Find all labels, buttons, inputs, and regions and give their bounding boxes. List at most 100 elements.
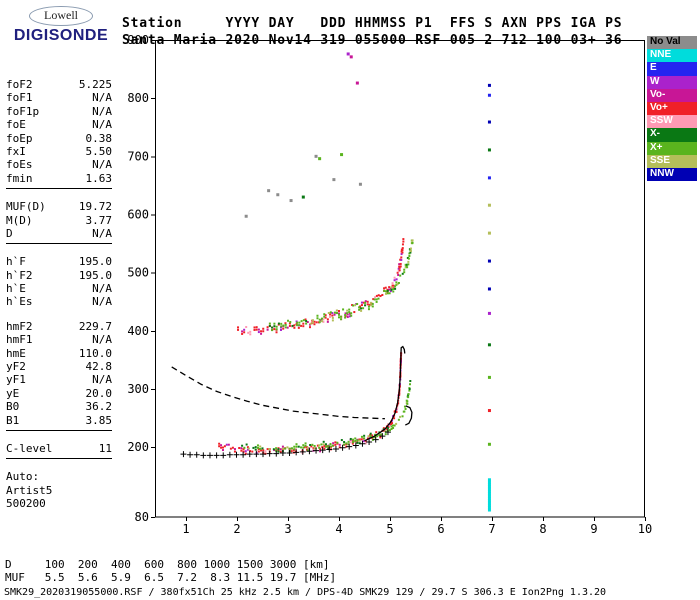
echo-dot: [260, 332, 263, 335]
echo-dot: [398, 390, 401, 393]
echo-dot: [384, 428, 387, 431]
echo-dot: [391, 282, 394, 285]
h-prime-marker: [213, 452, 220, 459]
param-label: h`F2: [6, 268, 33, 282]
param-row: MUF(D) 19.72: [6, 200, 112, 213]
echo-dot: [487, 506, 491, 510]
param-label: foF1: [6, 91, 33, 105]
echo-dot: [487, 176, 491, 180]
echo-dot: [402, 238, 405, 241]
echo-dot: [362, 440, 365, 443]
echo-dot: [400, 258, 403, 261]
x-tick-label: 9: [590, 522, 597, 536]
echo-dot: [401, 247, 404, 250]
lowell-logo: Lowell DIGISONDE: [6, 4, 116, 45]
echo-dot: [272, 448, 275, 451]
echo-dot: [338, 446, 341, 449]
echo-dot: [380, 433, 383, 436]
echo-dot: [370, 302, 373, 305]
echo-dot: [282, 325, 285, 328]
echo-dot: [397, 394, 400, 397]
echo-dot: [257, 447, 260, 450]
echo-dot: [348, 315, 351, 318]
echo-dot: [397, 399, 400, 402]
echo-dot: [255, 328, 258, 331]
echo-dot: [398, 384, 401, 387]
echo-dot: [329, 315, 332, 318]
echo-dot: [399, 364, 402, 367]
echo-dot: [397, 267, 400, 270]
echo-dot: [354, 437, 357, 440]
echo-dot: [350, 314, 353, 317]
echo-dot: [404, 266, 407, 269]
echo-dot: [336, 442, 339, 445]
param-row: h`Es N/A: [6, 295, 112, 308]
echo-dot: [405, 402, 408, 405]
echo-dot: [401, 272, 404, 275]
echo-dot: [284, 326, 287, 329]
echo-dot: [487, 508, 491, 512]
echo-dot: [340, 318, 343, 321]
echo-dot: [242, 450, 245, 453]
echo-dot: [332, 178, 336, 182]
echo-dot: [487, 148, 491, 152]
echo-dot: [316, 444, 319, 447]
param-label: foF2: [6, 78, 33, 91]
echo-dot: [231, 446, 234, 449]
echo-dot: [311, 322, 314, 325]
echo-dot: [409, 249, 412, 252]
echo-dot: [384, 290, 387, 293]
echo-dot: [487, 489, 491, 493]
echo-dot: [393, 417, 396, 420]
echo-dot: [352, 304, 355, 307]
x-tick-label: 1: [182, 522, 189, 536]
echo-dot: [281, 450, 284, 453]
echo-dot: [237, 328, 240, 331]
echo-dot: [359, 307, 362, 310]
echo-dot: [262, 451, 265, 454]
echo-dot: [392, 284, 395, 287]
param-value: 3.77: [85, 213, 113, 227]
echo-dot: [247, 331, 250, 334]
echo-dot: [404, 407, 407, 410]
echo-dot: [244, 214, 248, 218]
param-value: 1.63: [85, 171, 113, 185]
echo-dot: [351, 440, 354, 443]
echo-dot: [377, 297, 380, 300]
echo-dot: [325, 445, 328, 448]
param-value: 42.8: [85, 360, 113, 374]
series-true-height-profile: [364, 345, 406, 442]
echo-dot: [395, 410, 398, 413]
echo-dot: [387, 426, 390, 429]
echo-dot: [260, 449, 263, 452]
param-value: 195.0: [78, 268, 112, 282]
echo-dot: [311, 321, 314, 324]
echo-dot: [351, 304, 354, 307]
echo-dot: [358, 308, 361, 311]
echo-dot: [395, 283, 398, 286]
echo-dot: [366, 303, 369, 306]
param-row: yE 20.0: [6, 387, 112, 400]
echo-dot: [358, 438, 361, 441]
legend-nne: NNE: [647, 49, 697, 63]
echo-dot: [262, 449, 265, 452]
echo-dot: [362, 437, 365, 440]
echo-dot: [266, 448, 269, 451]
echo-dot: [400, 253, 403, 256]
x-cusp-hook-path: [405, 405, 413, 426]
param-row: foEp 0.38: [6, 132, 112, 145]
echo-dot: [398, 384, 401, 387]
echo-dot: [402, 240, 405, 243]
echo-dot: [282, 324, 285, 327]
echo-dot: [338, 313, 340, 316]
echo-dot: [322, 443, 325, 446]
echo-dot: [362, 307, 365, 310]
h-prime-marker: [180, 451, 187, 458]
echo-dot: [275, 447, 278, 450]
echo-dot: [314, 447, 317, 450]
echo-dot: [394, 410, 397, 413]
param-row: foF1p N/A: [6, 105, 112, 118]
legend-ssw: SSW: [647, 115, 697, 129]
echo-dot: [371, 302, 374, 305]
echo-dot: [364, 304, 367, 307]
